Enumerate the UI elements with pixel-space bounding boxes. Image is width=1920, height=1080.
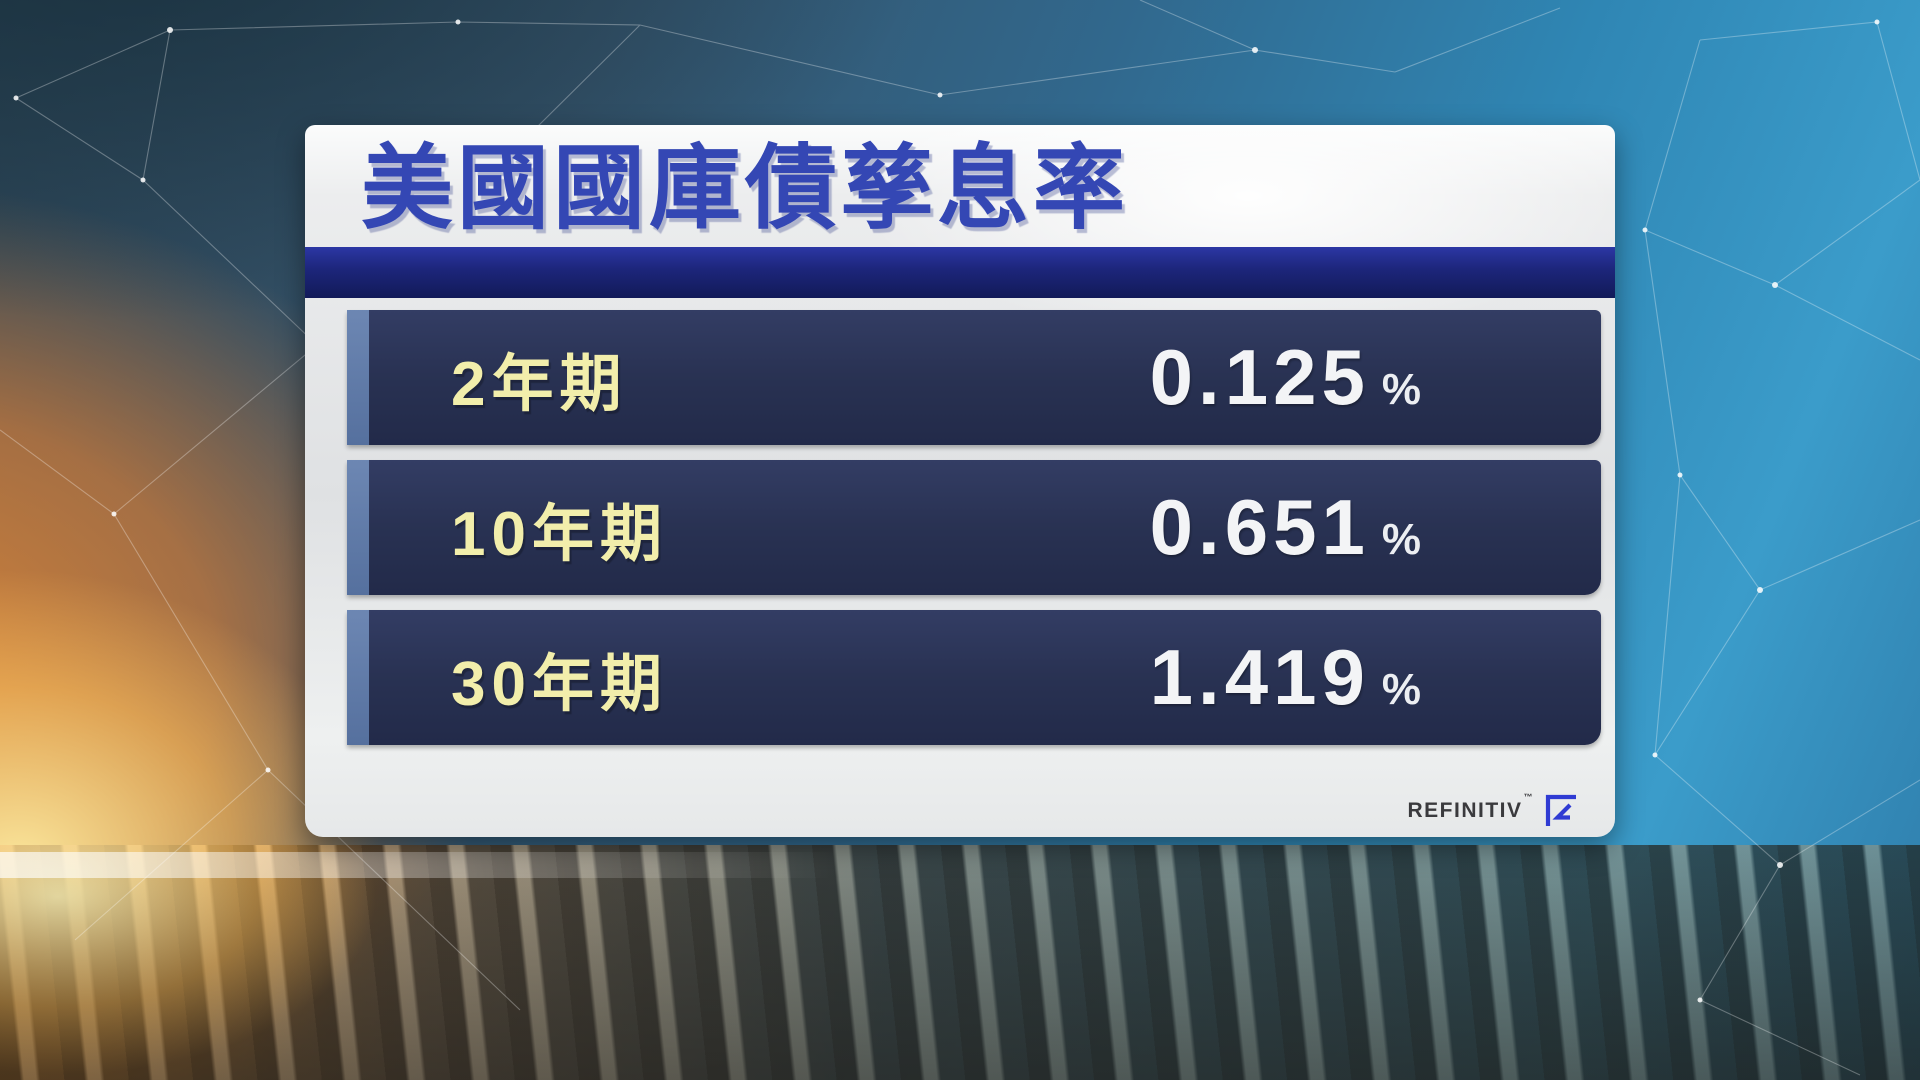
data-source-branding: REFINITIV™ bbox=[1407, 792, 1579, 829]
table-row: 30年期 1.419 % bbox=[347, 610, 1601, 745]
table-row: 10年期 0.651 % bbox=[347, 460, 1601, 595]
panel-header-bar bbox=[305, 247, 1615, 298]
percent-sign: % bbox=[1381, 365, 1421, 414]
yield-value: 0.125 % bbox=[1150, 332, 1421, 423]
panel-title: 美國國庫債孳息率 bbox=[361, 138, 1130, 240]
refinitiv-wordmark: REFINITIV™ bbox=[1407, 792, 1534, 822]
percent-sign: % bbox=[1381, 665, 1421, 714]
yield-number: 0.125 bbox=[1149, 333, 1370, 421]
yields-panel: 美國國庫債孳息率 2年期 0.125 % 10年期 0.651 % 30年期 1… bbox=[305, 125, 1615, 837]
tenor-label: 2年期 bbox=[451, 349, 628, 419]
percent-sign: % bbox=[1381, 515, 1421, 564]
yields-table: 2年期 0.125 % 10年期 0.651 % 30年期 1.419 % bbox=[347, 310, 1601, 760]
yield-number: 1.419 bbox=[1149, 633, 1370, 721]
yield-number: 0.651 bbox=[1149, 483, 1370, 571]
trademark-symbol: ™ bbox=[1523, 792, 1534, 802]
tenor-label: 30年期 bbox=[451, 649, 668, 719]
yield-value: 1.419 % bbox=[1150, 632, 1421, 723]
refinitiv-logo-icon bbox=[1545, 794, 1576, 826]
tenor-label: 10年期 bbox=[451, 499, 668, 569]
yield-value: 0.651 % bbox=[1150, 482, 1421, 573]
table-row: 2年期 0.125 % bbox=[347, 310, 1601, 445]
background-woven-texture bbox=[0, 845, 1920, 1080]
background-light-streak bbox=[0, 852, 884, 878]
